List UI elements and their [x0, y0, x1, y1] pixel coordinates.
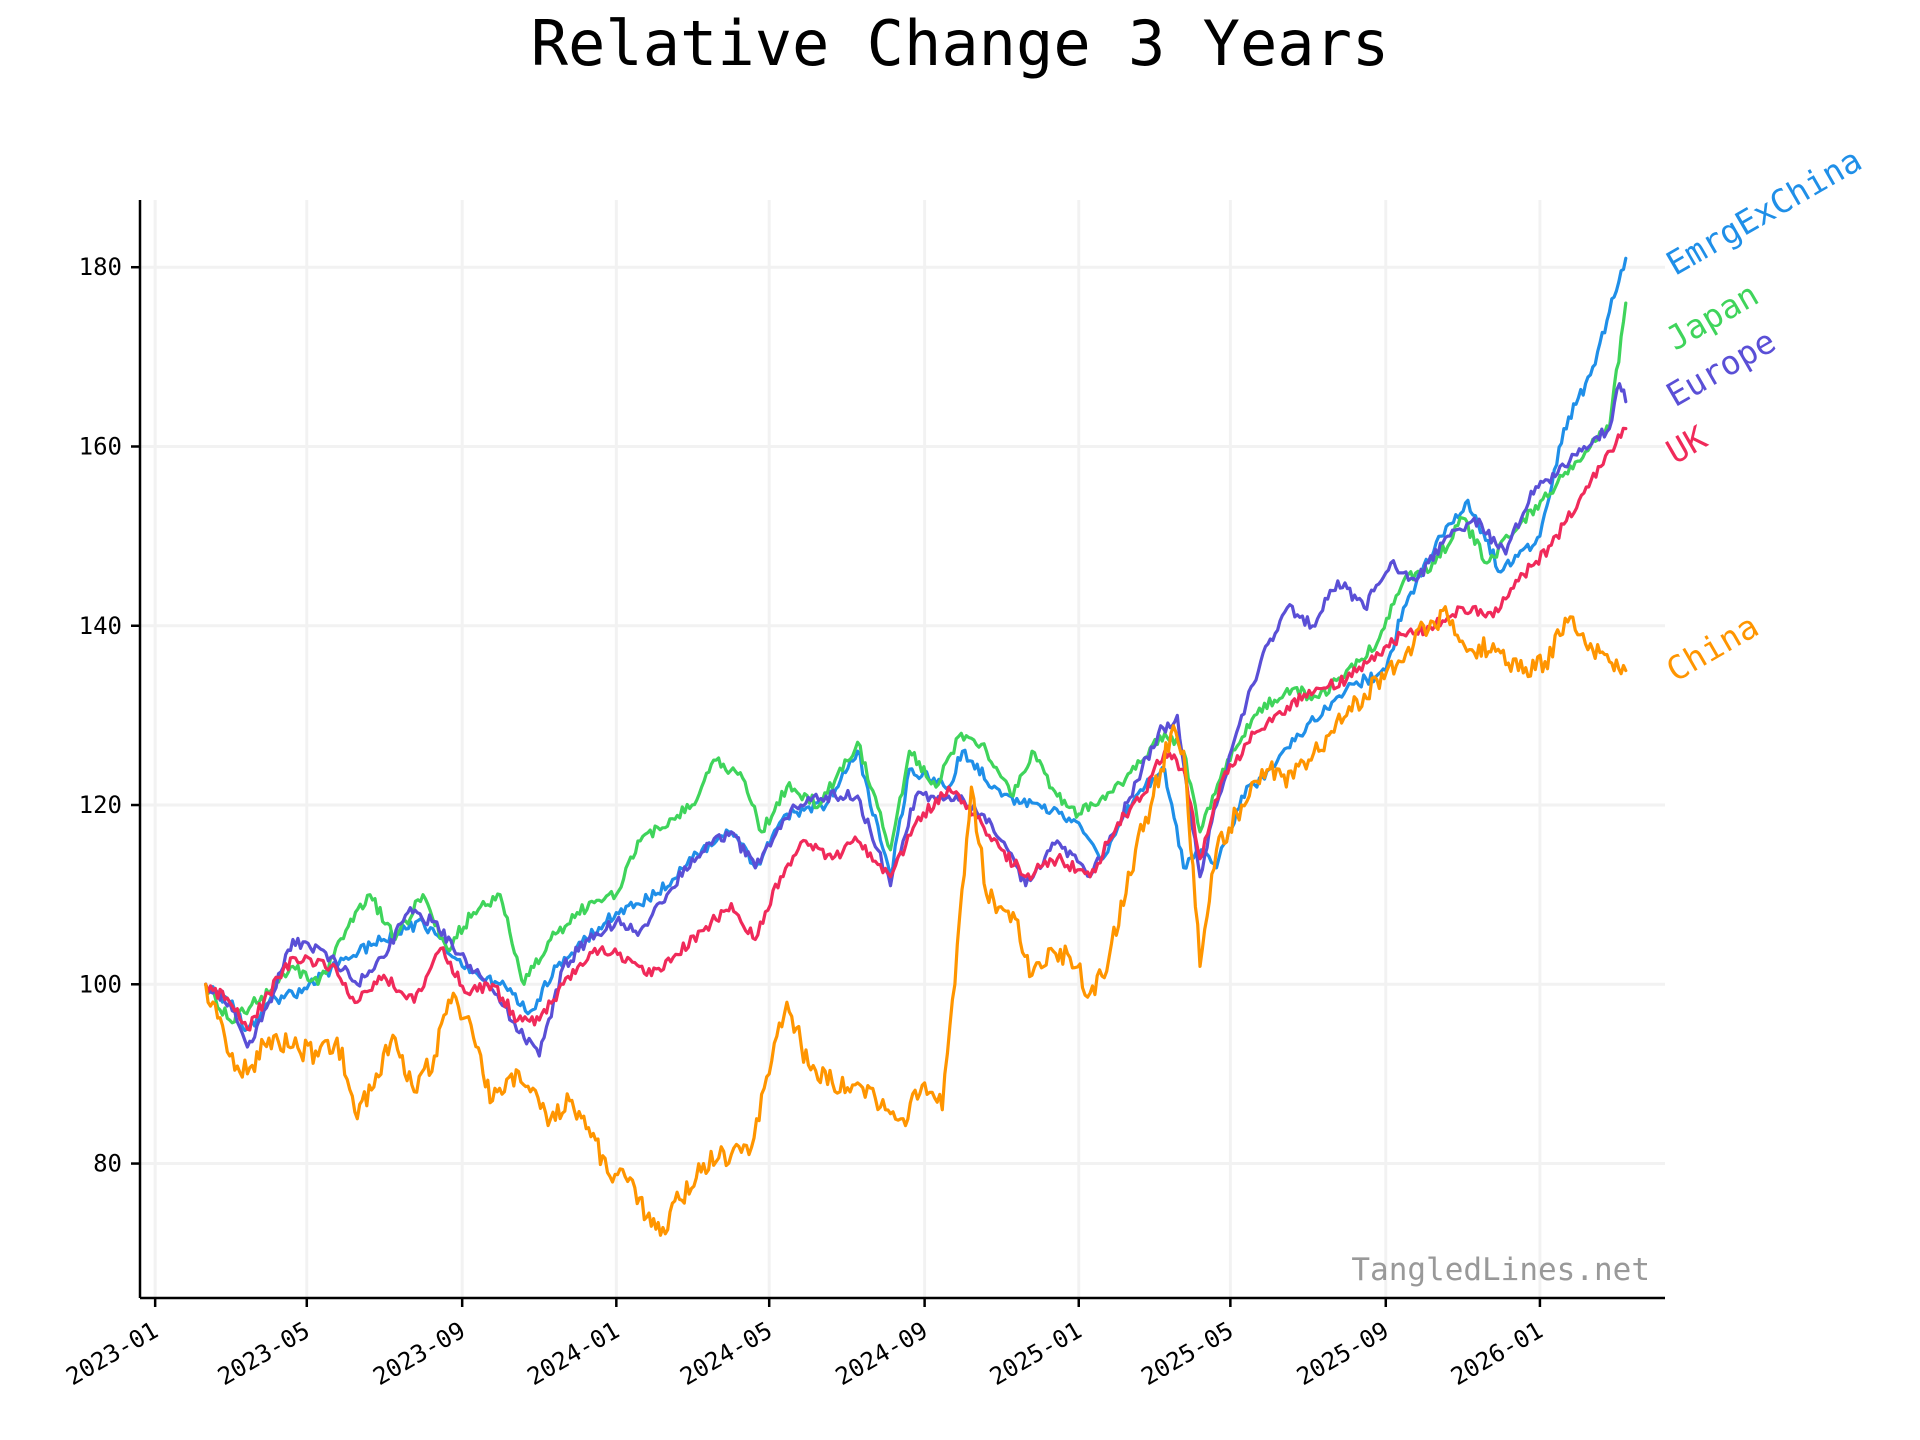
x-tick-label: 2023-01 [61, 1316, 163, 1391]
y-tick-label: 120 [79, 791, 122, 819]
x-tick-label: 2024-09 [831, 1316, 933, 1391]
x-tick-label: 2025-09 [1292, 1316, 1394, 1391]
x-tick-label: 2023-05 [213, 1316, 315, 1391]
chart-title: Relative Change 3 Years [531, 7, 1390, 80]
x-tick-label: 2024-05 [675, 1316, 777, 1391]
series-label-emrgexchina: EmrgExChina [1660, 140, 1869, 283]
y-tick-label: 160 [79, 432, 122, 460]
series-line-uk [204, 426, 1628, 1032]
y-tick-label: 140 [79, 612, 122, 640]
x-tick-label: 2025-01 [985, 1316, 1087, 1391]
series-label-china: China [1660, 606, 1766, 689]
x-tick-label: 2026-01 [1446, 1316, 1548, 1391]
x-tick-label: 2025-05 [1137, 1316, 1239, 1391]
y-tick-label: 80 [93, 1150, 122, 1178]
y-tick-label: 180 [79, 253, 122, 281]
series-line-china [204, 605, 1628, 1237]
series-line-japan [204, 301, 1628, 1025]
watermark: TangledLines.net [1351, 1252, 1650, 1288]
series-line-europe [204, 382, 1628, 1058]
axis-ticks: 80 100 120 140 160 180 2023-01 2023-05 2023-09 20… [61, 253, 1547, 1391]
x-tick-label: 2024-01 [523, 1316, 625, 1391]
y-tick-label: 100 [79, 970, 122, 998]
x-tick-label: 2023-09 [368, 1316, 470, 1391]
series-lines [204, 256, 1628, 1237]
grid [140, 200, 1665, 1298]
series-label-uk: UK [1660, 418, 1714, 472]
axes [138, 200, 1665, 1300]
